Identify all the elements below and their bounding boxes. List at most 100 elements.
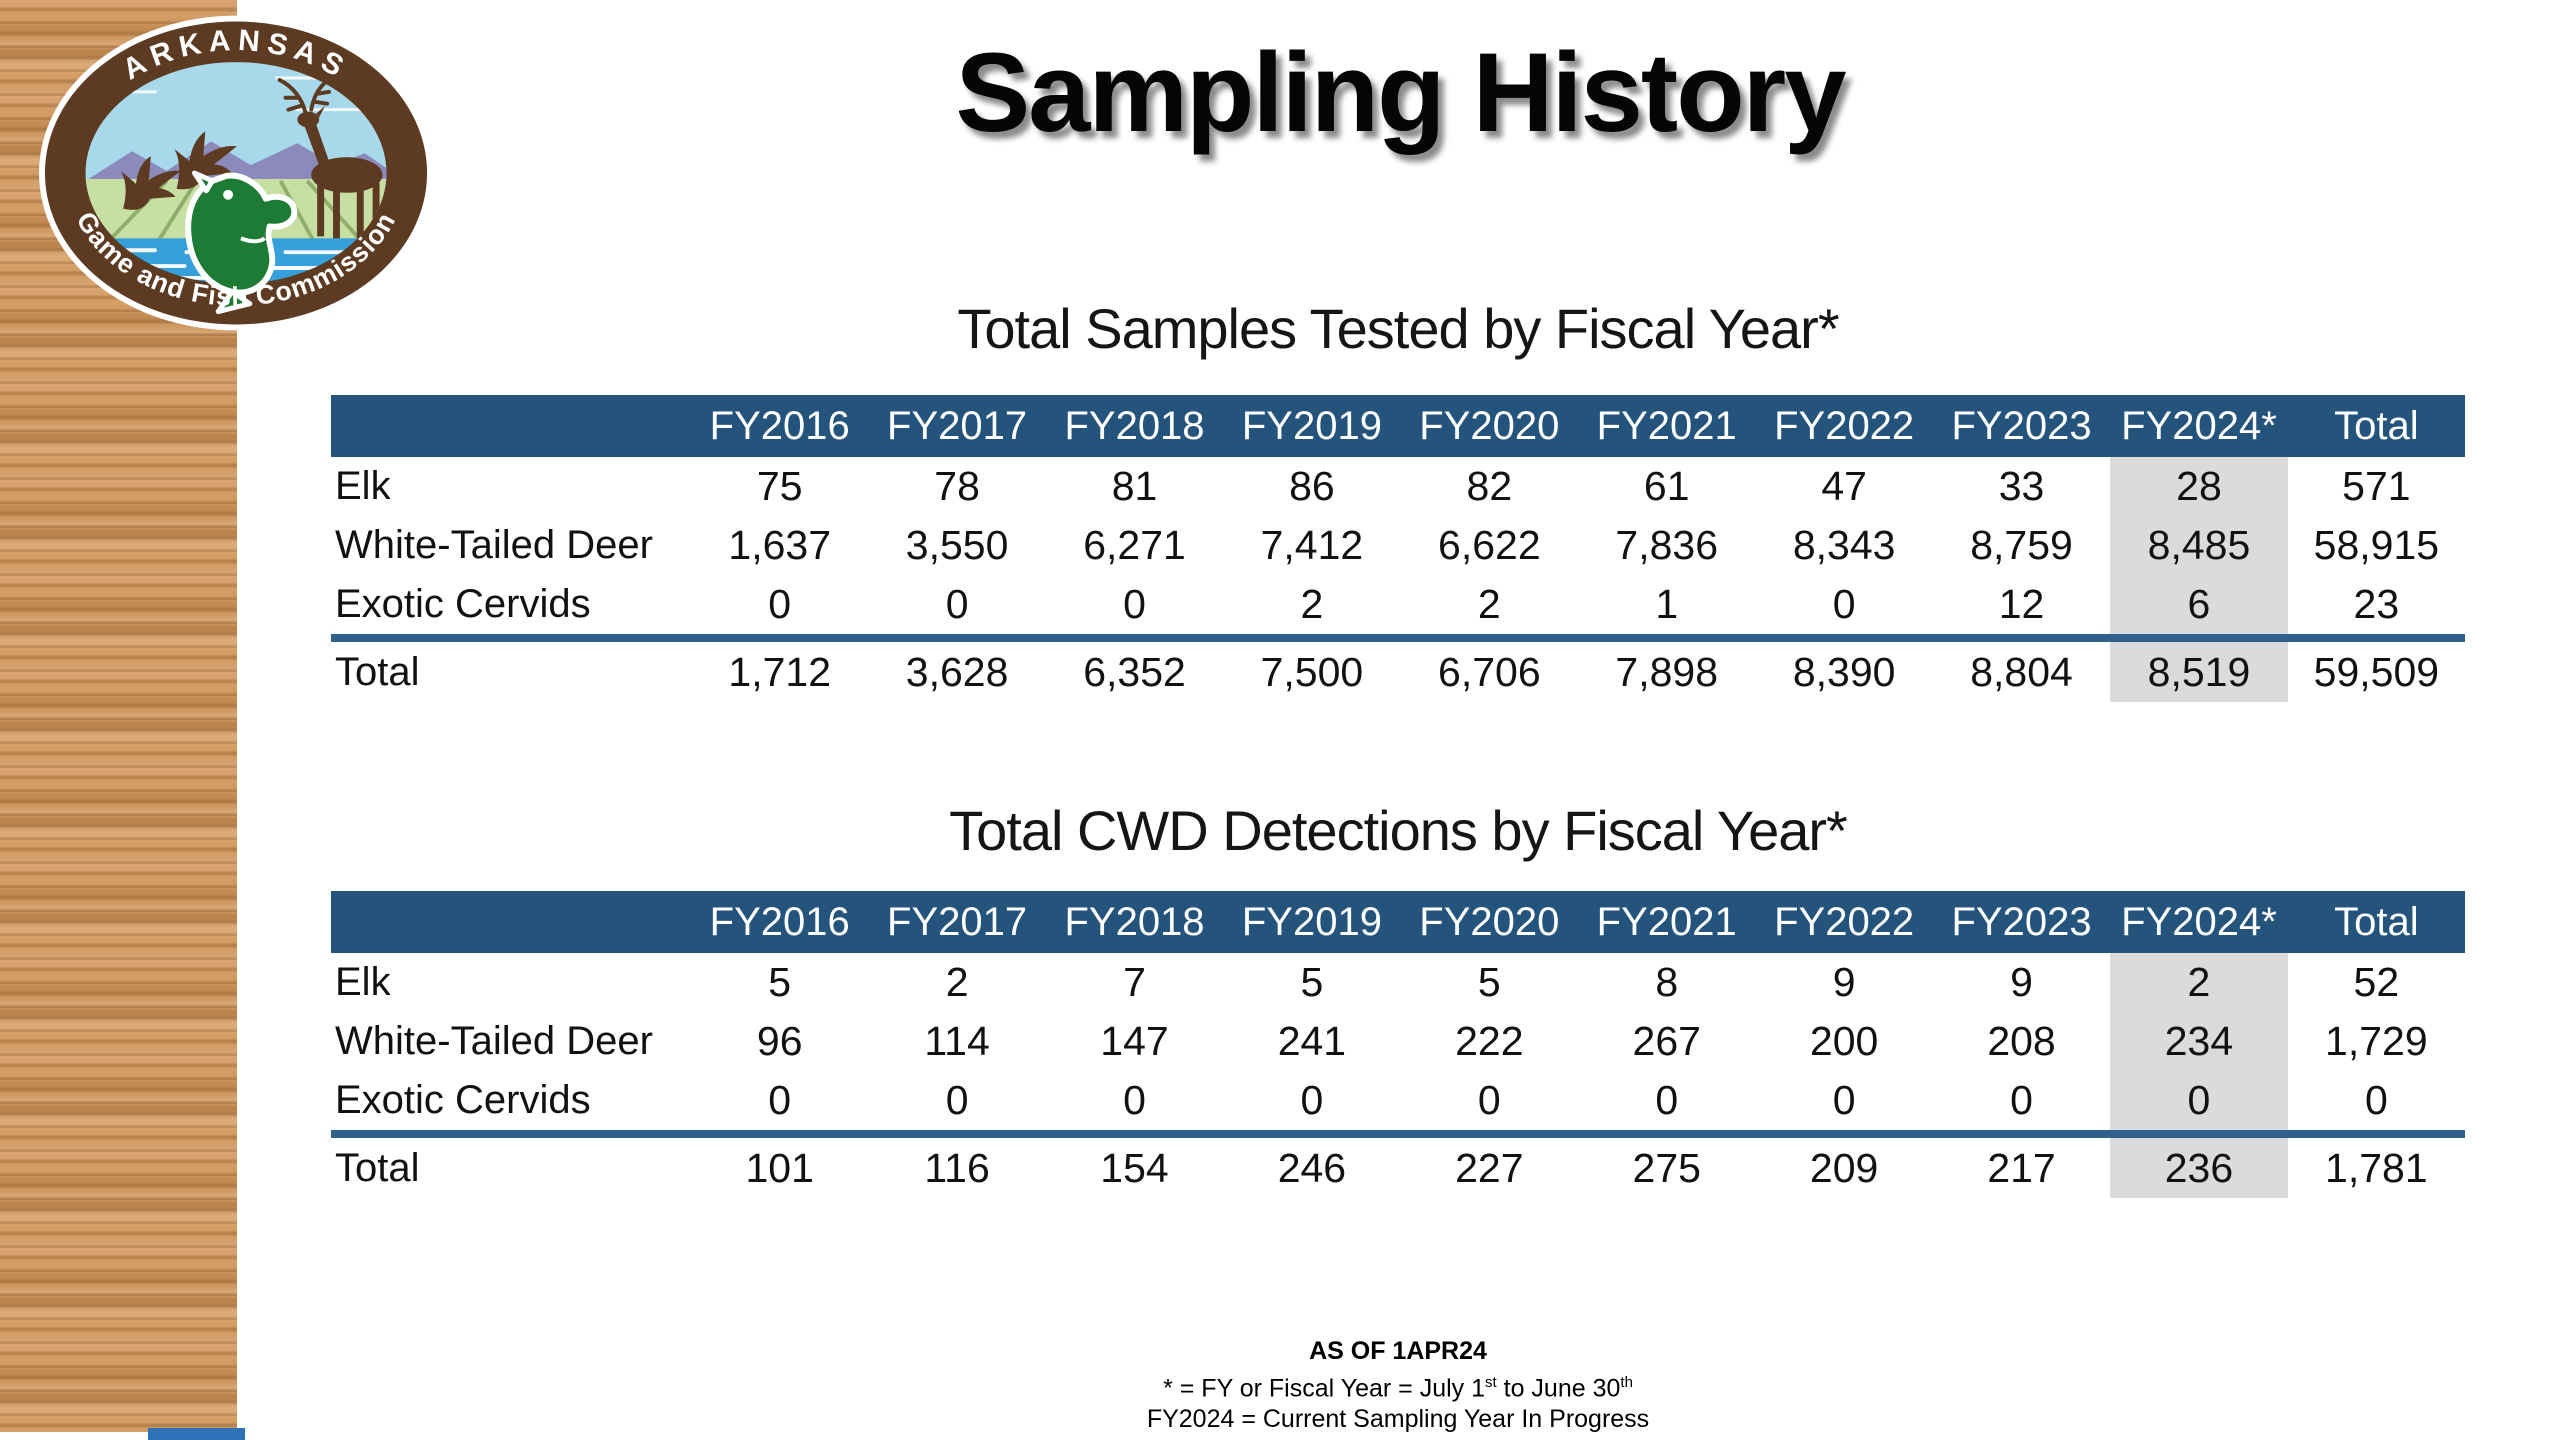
total-cell: 7,500 [1260, 648, 1364, 695]
data-cell: 0 [2110, 1071, 2288, 1130]
total-cell: 227 [1455, 1144, 1524, 1191]
total-cell: 59,509 [2313, 648, 2440, 695]
data-cell: 12 [1998, 581, 2045, 627]
column-header-FY2021: FY2021 [1596, 403, 1737, 448]
column-header-FY2022: FY2022 [1774, 899, 1915, 944]
data-cell: 81 [1111, 463, 1158, 509]
data-cell: 58,915 [2313, 522, 2440, 568]
data-cell: 0 [1477, 1077, 1501, 1123]
data-cell: 0 [1300, 1077, 1324, 1123]
column-header-Total: Total [2334, 403, 2419, 448]
data-cell: 0 [1123, 581, 1146, 627]
table-divider-line [331, 634, 2465, 642]
data-cell: 267 [1632, 1018, 1701, 1064]
logo-deer [277, 73, 383, 239]
footnote-fy2024-status: FY2024 = Current Sampling Year In Progre… [1146, 1405, 1650, 1434]
table-divider-line [331, 1130, 2465, 1138]
data-cell: 1,729 [2325, 1018, 2428, 1064]
table-row: Exotic Cervids 0 0 0 2 2 1 0 12 6 23 [331, 575, 2465, 634]
data-cell: 0 [1832, 581, 1856, 627]
row-label: White-Tailed Deer [335, 1019, 653, 1063]
table-row: Exotic Cervids 0 0 0 0 0 0 0 0 0 0 [331, 1071, 2465, 1130]
total-cell: 236 [2110, 1138, 2288, 1198]
total-row-label: Total [335, 649, 420, 694]
column-header-FY2017: FY2017 [887, 403, 1028, 448]
column-header-FY2024: FY2024* [2121, 899, 2277, 944]
column-header-Total: Total [2334, 899, 2419, 944]
data-cell: 9 [1832, 959, 1856, 1005]
data-cell: 0 [2364, 1077, 2388, 1123]
data-cell: 0 [768, 1077, 792, 1123]
data-cell: 82 [1466, 463, 1513, 509]
detections-table-title: Total CWD Detections by Fiscal Year* [949, 799, 1848, 862]
data-cell: 208 [1987, 1018, 2056, 1064]
data-cell: 5 [1477, 959, 1501, 1005]
data-cell: 2 [945, 959, 969, 1005]
data-cell: 0 [945, 1077, 969, 1123]
data-cell: 147 [1100, 1018, 1169, 1064]
total-cell: 8,519 [2110, 642, 2288, 702]
slide-title: Sampling History [955, 30, 1846, 155]
footnote-sup-th: th [1620, 1374, 1633, 1391]
data-cell: 0 [1655, 1077, 1679, 1123]
data-cell: 2 [2110, 953, 2288, 1012]
column-header-FY2023: FY2023 [1951, 899, 2092, 944]
data-cell: 1,637 [728, 522, 831, 568]
table-total-row: Total 101 116 154 246 227 275 209 217 236 1,781 [331, 1138, 2465, 1198]
column-header-FY2022: FY2022 [1774, 403, 1915, 448]
data-cell: 5 [1300, 959, 1324, 1005]
total-cell: 217 [1987, 1144, 2056, 1191]
table-row: Elk 75 78 81 86 82 61 47 33 28 571 [331, 457, 2465, 516]
bottom-accent-bar [148, 1428, 245, 1440]
table-row: White-Tailed Deer 1,637 3,550 6,271 7,412 6,6… [331, 516, 2465, 575]
row-label: White-Tailed Deer [335, 523, 653, 567]
footnotes: AS OF 1APR24 * = FY or Fiscal Year = Jul… [331, 1336, 2465, 1435]
data-cell: 0 [945, 581, 969, 627]
data-cell: 6 [2110, 575, 2288, 634]
total-row-label: Total [335, 1145, 420, 1190]
column-header-FY2017: FY2017 [887, 899, 1028, 944]
data-cell: 78 [934, 463, 980, 509]
data-cell: 52 [2353, 959, 2400, 1005]
row-label: Exotic Cervids [335, 582, 591, 626]
data-cell: 86 [1289, 463, 1335, 509]
total-cell: 7,898 [1615, 648, 1719, 695]
header-spacer-cell [331, 395, 691, 457]
row-label: Elk [335, 960, 391, 1004]
header-spacer-cell [331, 891, 691, 953]
data-cell: 234 [2110, 1012, 2288, 1071]
column-header-FY2023: FY2023 [1951, 403, 2092, 448]
data-cell: 9 [2010, 959, 2033, 1005]
footnote-fy-mid: to June 30 [1496, 1374, 1621, 1403]
table-row: White-Tailed Deer 96 114 147 241 222 267 200 208… [331, 1012, 2465, 1071]
data-cell: 47 [1821, 463, 1867, 509]
data-cell: 571 [2342, 463, 2411, 509]
data-cell: 6,622 [1438, 522, 1541, 568]
cwd-detections-table: FY2016 FY2017 FY2018 FY2019 FY2020 FY2021 FY20… [331, 891, 2465, 1198]
column-header-FY2024: FY2024* [2121, 403, 2277, 448]
column-header-FY2016: FY2016 [709, 403, 850, 448]
column-header-FY2019: FY2019 [1241, 899, 1382, 944]
data-cell: 7,836 [1615, 522, 1719, 568]
total-cell: 101 [745, 1144, 814, 1191]
data-cell: 222 [1455, 1018, 1524, 1064]
data-cell: 8,759 [1970, 522, 2073, 568]
footnote-as-of: AS OF 1APR24 [1309, 1337, 1487, 1365]
table-header-row: FY2016 FY2017 FY2018 FY2019 FY2020 FY2021 FY20… [331, 891, 2465, 953]
data-cell: 6,271 [1083, 522, 1186, 568]
data-cell: 96 [756, 1018, 803, 1064]
logo-ducks [121, 131, 237, 210]
data-cell: 8,485 [2110, 516, 2288, 575]
total-cell: 8,804 [1970, 648, 2073, 695]
data-cell: 7 [1123, 959, 1146, 1005]
total-cell: 116 [924, 1144, 990, 1191]
data-cell: 200 [1809, 1018, 1879, 1064]
data-cell: 1 [1655, 581, 1679, 627]
footnote-fy-prefix: * = FY or Fiscal Year = July 1 [1163, 1374, 1486, 1403]
total-cell: 6,352 [1083, 648, 1186, 695]
data-cell: 0 [768, 581, 792, 627]
row-label: Exotic Cervids [335, 1078, 591, 1122]
column-header-FY2019: FY2019 [1241, 403, 1382, 448]
data-cell: 241 [1277, 1018, 1347, 1064]
logo-bass-fish [185, 170, 298, 315]
